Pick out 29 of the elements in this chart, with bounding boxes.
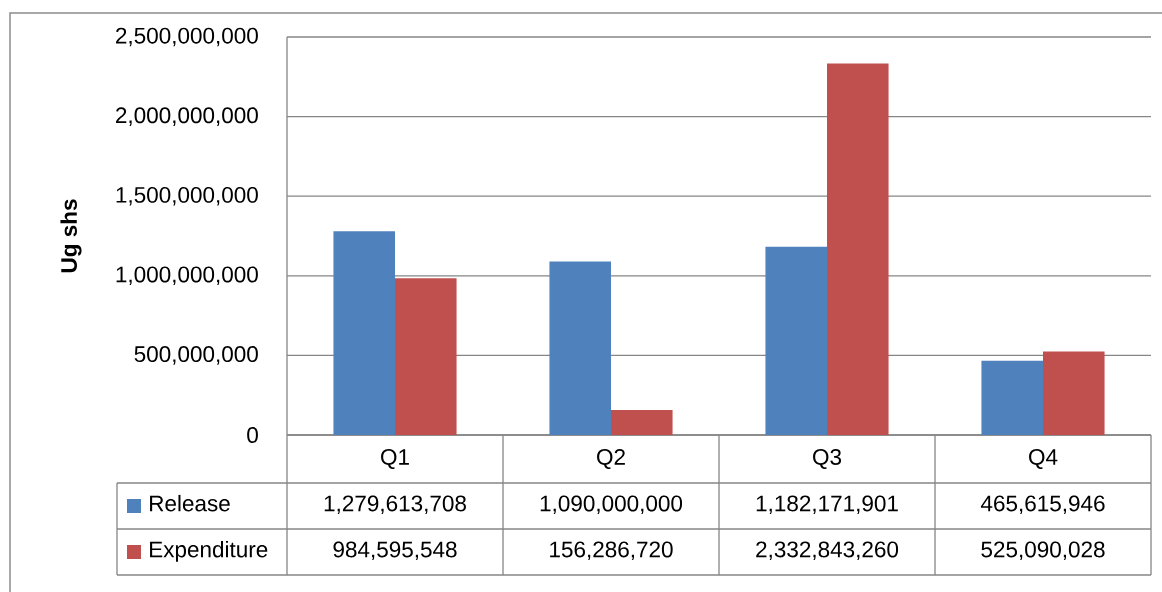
data-label: 1,182,171,901 — [756, 495, 898, 515]
data-label: 2,332,843,260 — [756, 541, 899, 561]
data-label: 984,595,548 — [333, 541, 457, 561]
bar — [981, 360, 1043, 435]
data-label: 525,090,028 — [981, 541, 1105, 561]
data-label: 1,090,000,000 — [540, 495, 683, 515]
bar — [827, 63, 889, 435]
bar — [395, 278, 457, 435]
x-tick-label: Q1 — [381, 449, 409, 469]
legend-label: Expenditure — [150, 540, 268, 562]
bar — [1043, 351, 1105, 435]
y-tick-label: 1,000,000,000 — [116, 266, 258, 286]
bar — [611, 410, 673, 435]
legend-label: Release — [150, 494, 230, 512]
x-tick-label: Q2 — [597, 449, 625, 469]
bar — [765, 246, 827, 435]
bar — [333, 231, 395, 435]
data-label: 156,286,720 — [550, 541, 673, 561]
x-tick-label: Q3 — [813, 449, 842, 469]
y-axis-title: Ug shs — [60, 199, 82, 273]
y-tick-label: 500,000,000 — [134, 346, 258, 365]
data-label: 1,279,613,708 — [324, 495, 466, 515]
bar — [549, 261, 611, 435]
y-tick-label: 2,500,000,000 — [116, 27, 258, 47]
y-tick-label: 1,500,000,000 — [116, 186, 258, 206]
x-tick-label: Q4 — [1029, 449, 1058, 469]
data-label: 465,615,946 — [980, 495, 1105, 515]
y-tick-label: 0 — [247, 427, 258, 443]
y-tick-label: 2,000,000,000 — [116, 107, 258, 126]
